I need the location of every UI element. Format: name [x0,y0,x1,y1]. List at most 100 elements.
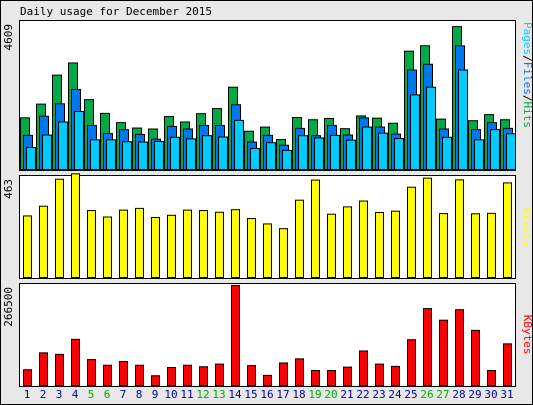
legend-entry: / [521,95,533,102]
x-label-day8: 8 [136,388,143,401]
chart-title: Daily usage for December 2015 [20,5,212,18]
bar-hits-pages-day13 [218,136,228,171]
bar-hits-pages-day3 [58,121,68,170]
bar-kbytes-kbytes-day10 [167,366,176,386]
bar-visits-visits-day27 [439,213,448,278]
bar-kbytes-kbytes-day17 [279,362,288,387]
bar-visits-visits-day11 [183,209,192,278]
bar-visits-visits-day10 [167,214,176,279]
bar-visits-visits-day5 [87,210,96,278]
bar-kbytes-kbytes-day24 [391,365,400,386]
bar-hits-pages-day27 [442,136,452,171]
bar-visits-visits-day26 [423,177,432,278]
bar-kbytes-kbytes-day19 [311,369,320,387]
x-label-day26: 26 [420,388,433,401]
panel-kbytes-max-label: 266500 [2,287,15,327]
bar-hits-pages-day21 [346,139,356,170]
bar-kbytes-kbytes-day3 [55,353,64,386]
x-label-day4: 4 [72,388,79,401]
bar-hits-pages-day6 [106,139,116,171]
bar-visits-visits-day30 [487,212,496,278]
bar-visits-visits-day4 [71,173,80,278]
bar-hits-pages-day30 [490,129,500,171]
bar-visits-visits-day15 [247,218,256,278]
bar-visits-visits-day14 [231,209,240,278]
bar-hits-pages-day4 [74,110,84,170]
x-label-day15: 15 [244,388,257,401]
bar-visits-visits-day12 [199,210,208,278]
panel-visits-max-label: 463 [2,179,15,199]
panel-hits-legend: Pages/Files/Hits [521,22,533,128]
x-label-day23: 23 [372,388,385,401]
bar-hits-pages-day20 [330,134,340,170]
bar-visits-visits-day16 [263,223,272,278]
bar-kbytes-kbytes-day21 [343,366,352,386]
x-label-day20: 20 [324,388,337,401]
x-label-day27: 27 [436,388,449,401]
bar-kbytes-kbytes-day25 [407,339,416,386]
bar-kbytes-kbytes-day5 [87,359,96,387]
bar-visits-visits-day24 [391,210,400,278]
bar-hits-pages-day29 [474,139,484,171]
bar-kbytes-kbytes-day13 [215,363,224,387]
x-label-day25: 25 [404,388,417,401]
panel-kbytes: 266500 KBytes [2,283,533,387]
bar-kbytes-kbytes-day23 [375,363,384,387]
x-label-day19: 19 [308,388,321,401]
bar-visits-visits-day25 [407,186,416,278]
bar-visits-visits-day22 [359,200,368,278]
bar-visits-visits-day18 [295,199,304,279]
x-label-day24: 24 [388,388,402,401]
bar-hits-pages-day7 [122,141,132,171]
x-label-day1: 1 [24,388,31,401]
x-label-day22: 22 [356,388,369,401]
bar-visits-visits-day6 [103,216,112,279]
panel-visits: 463 Visits [2,173,533,279]
bar-hits-pages-day24 [394,138,404,170]
x-label-day28: 28 [452,388,465,401]
bar-kbytes-kbytes-day26 [423,308,432,387]
x-label-day6: 6 [104,388,111,401]
x-label-day12: 12 [196,388,209,401]
bar-kbytes-kbytes-day2 [39,352,48,386]
legend-entry: Files [521,62,533,95]
legend-entry: Visits [521,207,533,247]
bar-kbytes-kbytes-day16 [263,374,272,387]
bar-visits-visits-day17 [279,228,288,279]
bar-hits-pages-day23 [378,132,388,170]
bar-visits-visits-day21 [343,206,352,279]
panel-kbytes-legend: KBytes [521,315,533,355]
x-label-day31: 31 [500,388,513,401]
bar-hits-pages-day8 [138,141,148,171]
bar-hits-pages-day15 [250,147,260,170]
bar-kbytes-kbytes-day29 [471,329,480,386]
x-label-day5: 5 [88,388,95,401]
bar-kbytes-kbytes-day22 [359,350,368,386]
bar-visits-visits-day9 [151,216,160,278]
bar-kbytes-kbytes-day28 [455,309,464,387]
bar-visits-visits-day1 [23,215,32,279]
bar-hits-pages-day2 [42,134,52,170]
bar-visits-visits-day28 [455,179,464,278]
panel-hits: 4609 Pages/Files/Hits [2,20,533,171]
bar-kbytes-kbytes-day12 [199,366,208,387]
bar-hits-pages-day25 [410,94,420,170]
x-label-day29: 29 [468,388,481,401]
bar-kbytes-kbytes-day8 [135,364,144,386]
bar-visits-visits-day29 [471,213,480,278]
bar-hits-pages-day16 [266,142,276,170]
bar-kbytes-kbytes-day31 [503,343,512,386]
x-label-day3: 3 [56,388,63,401]
bar-kbytes-kbytes-day30 [487,369,496,387]
x-label-day10: 10 [164,388,177,401]
bar-visits-visits-day19 [311,179,320,279]
bar-visits-visits-day2 [39,205,48,279]
bar-kbytes-kbytes-day27 [439,319,448,387]
x-label-day2: 2 [40,388,47,401]
x-label-day9: 9 [152,388,159,401]
bar-visits-visits-day8 [135,207,144,278]
bar-visits-visits-day3 [55,178,64,278]
bar-hits-pages-day10 [170,136,180,171]
bar-kbytes-kbytes-day15 [247,365,256,387]
bar-hits-pages-day12 [202,135,212,170]
